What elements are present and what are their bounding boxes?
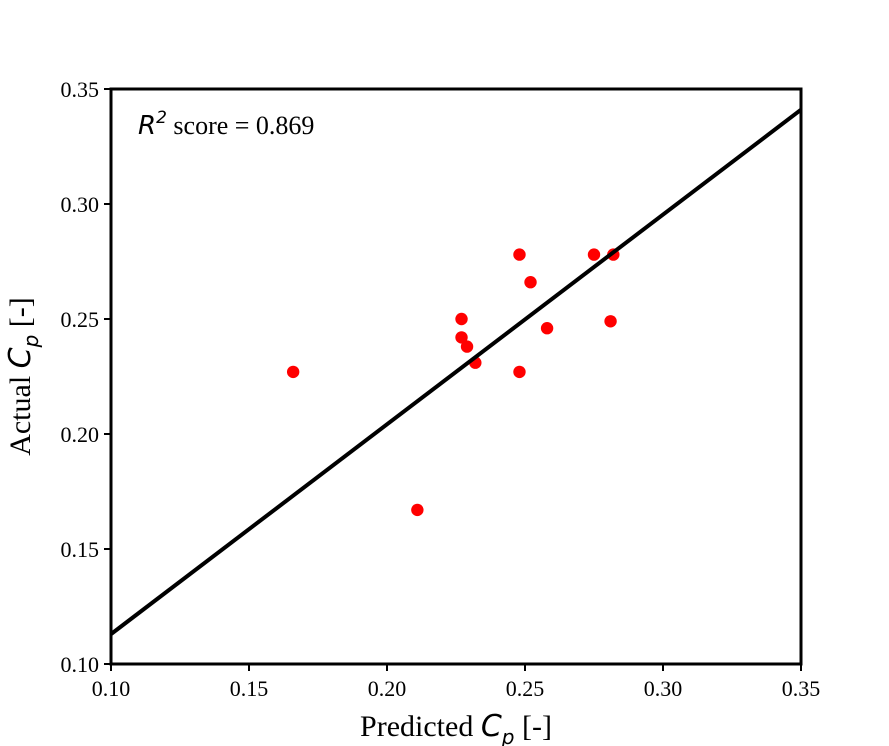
x-tick-label: 0.15: [230, 676, 269, 701]
y-tick-label: 0.25: [61, 307, 100, 332]
x-tick-label: 0.35: [782, 676, 821, 701]
data-point: [587, 248, 601, 261]
plot-frame: [109, 87, 803, 666]
data-point: [286, 365, 300, 379]
fit-line: [109, 108, 803, 636]
y-axis-label: Actual Cp [-]: [3, 297, 43, 456]
data-point: [411, 503, 424, 517]
y-tick-label: 0.35: [61, 77, 100, 102]
axis-ticks: 0.10 0.15 0.20 0.25 0.30 0.35 0.10 0.15 0.20 0.25…: [61, 77, 821, 701]
y-tick-label: 0.20: [61, 422, 100, 447]
data-point: [455, 312, 468, 326]
data-point: [540, 322, 554, 335]
data-point: [524, 276, 537, 289]
x-tick-label: 0.25: [506, 676, 545, 701]
r2-annotation: R2 score = 0.869: [138, 108, 314, 141]
x-tick-label: 0.20: [368, 676, 407, 701]
y-tick-label: 0.15: [61, 537, 100, 562]
x-tick-label: 0.30: [644, 676, 683, 701]
x-axis-label: Predicted Cp [-]: [360, 709, 552, 746]
y-tick-label: 0.10: [61, 652, 100, 677]
y-tick-label: 0.30: [61, 192, 100, 217]
plot-content: [109, 108, 803, 636]
data-point: [455, 331, 468, 344]
data-point: [604, 315, 617, 328]
data-point: [513, 248, 526, 261]
x-tick-label: 0.10: [92, 676, 131, 701]
data-point: [513, 365, 526, 379]
data-point: [460, 340, 474, 353]
